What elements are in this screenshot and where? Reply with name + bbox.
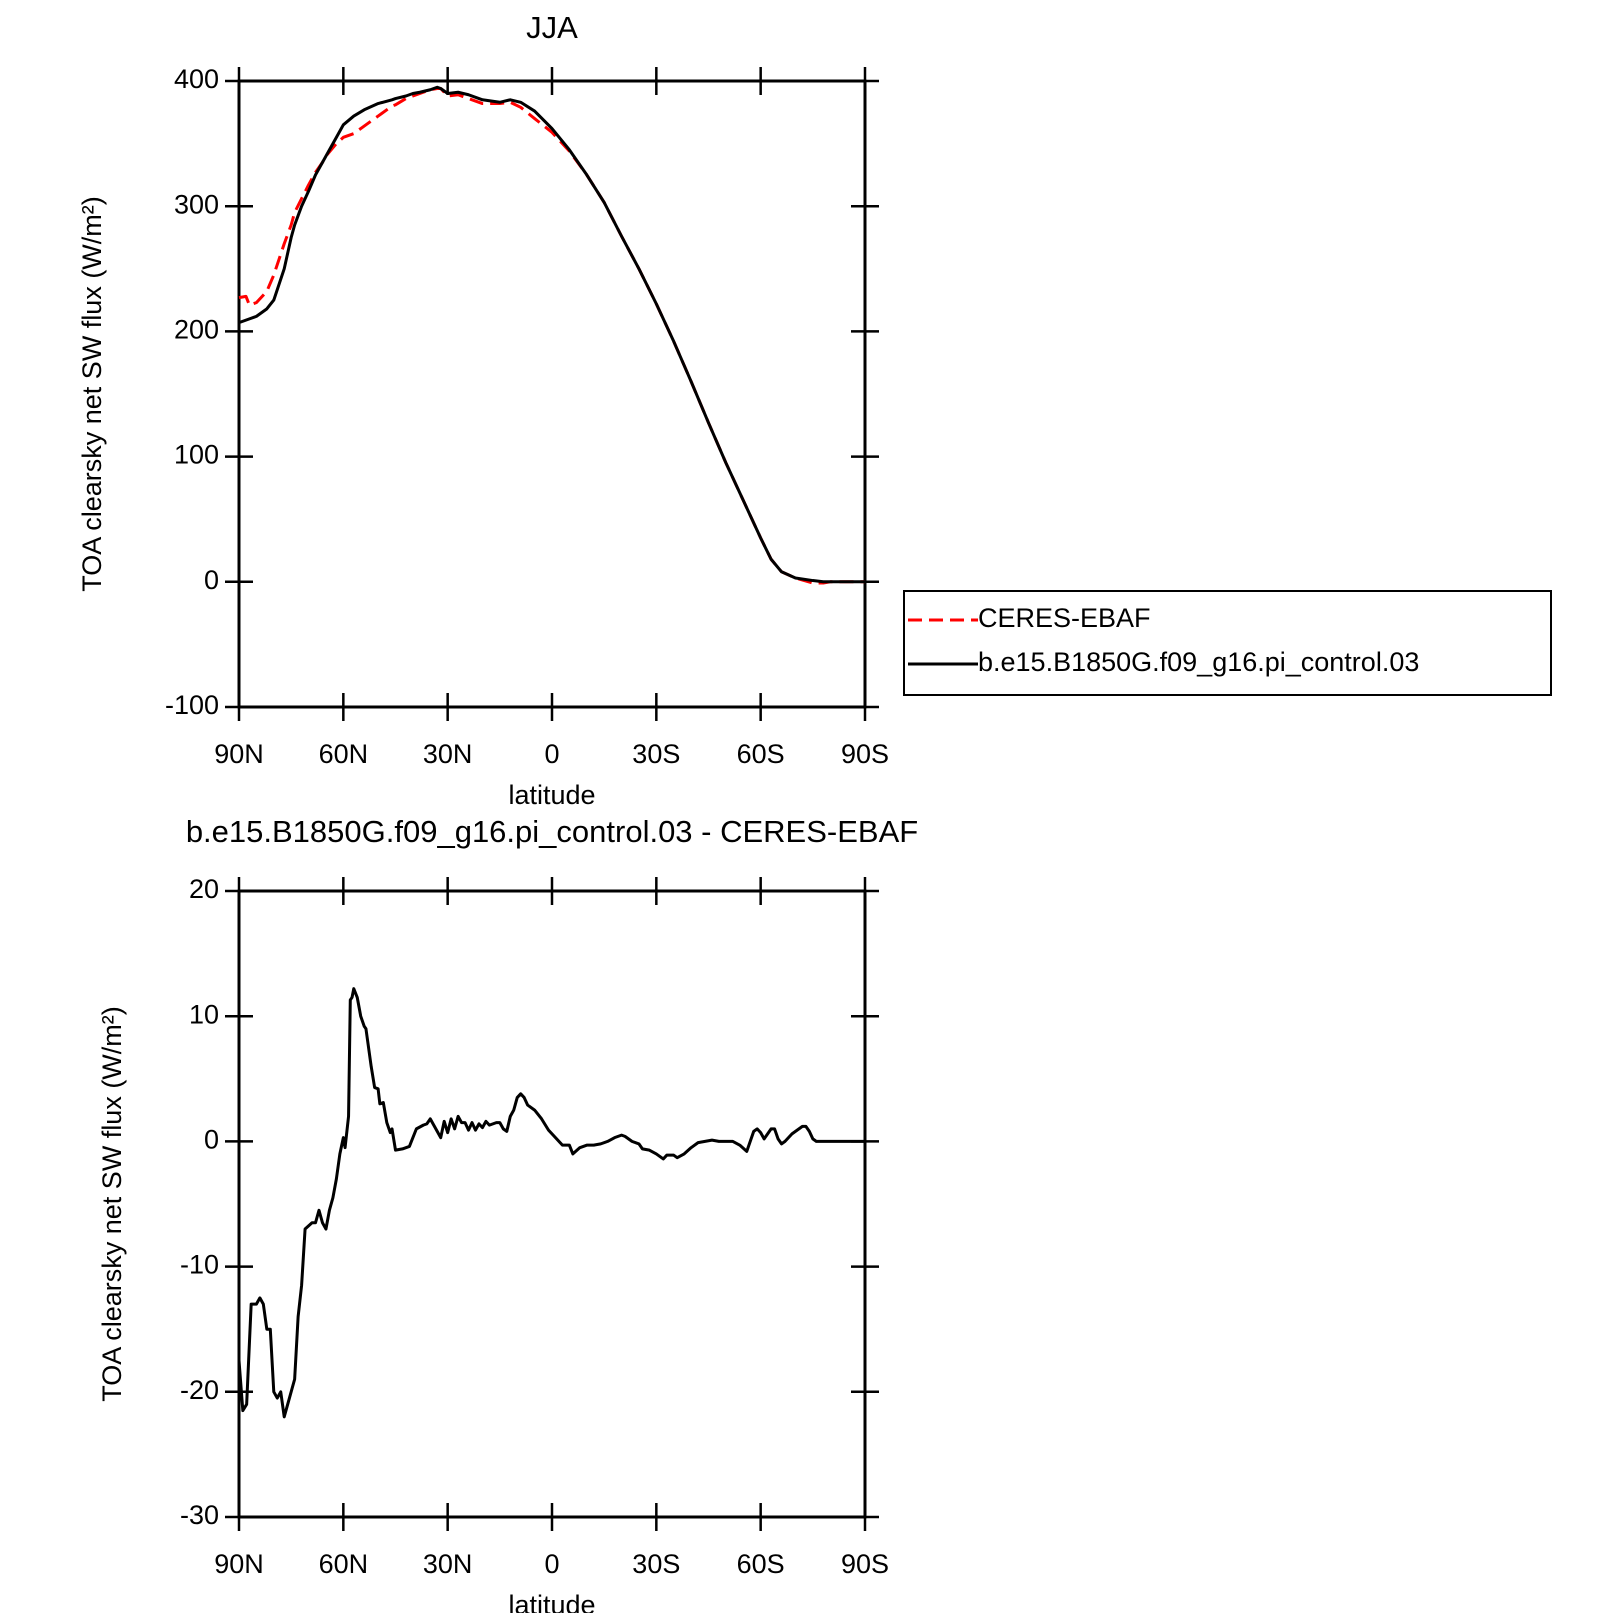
- x-tick-label: 60S: [737, 1549, 785, 1579]
- x-tick-label: 0: [544, 739, 559, 769]
- data-line: [238, 87, 865, 585]
- y-tick-label: -20: [180, 1375, 219, 1405]
- y-tick-label: 0: [204, 1125, 219, 1155]
- x-axis-label: latitude: [508, 780, 595, 810]
- plot-frame: [237, 79, 867, 709]
- x-tick-label: 60S: [737, 739, 785, 769]
- x-tick-label: 30S: [632, 1549, 680, 1579]
- x-tick-label: 60N: [319, 739, 369, 769]
- y-tick-label: 10: [189, 999, 219, 1029]
- legend-label: b.e15.B1850G.f09_g16.pi_control.03: [978, 647, 1419, 677]
- y-tick-label: -100: [165, 690, 219, 720]
- x-tick-label: 90N: [214, 1549, 264, 1579]
- x-tick-label: 0: [544, 1549, 559, 1579]
- y-tick-label: -30: [180, 1500, 219, 1530]
- y-tick-label: 300: [174, 189, 219, 219]
- x-tick-label: 30N: [423, 1549, 473, 1579]
- legend-box: [903, 590, 1552, 696]
- y-tick-label: 20: [189, 874, 219, 904]
- chart-title: JJA: [526, 10, 578, 45]
- y-axis-label: TOA clearsky net SW flux (W/m²): [97, 1006, 127, 1402]
- data-line: [237, 987, 865, 1419]
- y-tick-label: -10: [180, 1250, 219, 1280]
- y-tick-label: 400: [174, 64, 219, 94]
- y-tick-label: 200: [174, 315, 219, 345]
- y-tick-label: 100: [174, 440, 219, 470]
- plot-frame: [237, 889, 867, 1519]
- x-tick-label: 90S: [841, 739, 889, 769]
- legend-label: CERES-EBAF: [978, 603, 1151, 633]
- data-line: [238, 85, 865, 584]
- x-tick-label: 60N: [319, 1549, 369, 1579]
- x-tick-label: 90S: [841, 1549, 889, 1579]
- legend: CERES-EBAF b.e15.B1850G.f09_g16.pi_contro…: [903, 590, 1552, 696]
- x-tick-label: 30S: [632, 739, 680, 769]
- x-tick-label: 90N: [214, 739, 264, 769]
- x-tick-label: 30N: [423, 739, 473, 769]
- y-tick-label: 0: [204, 565, 219, 595]
- chart-title: b.e15.B1850G.f09_g16.pi_control.03 - CER…: [186, 814, 918, 849]
- x-axis-label: latitude: [508, 1590, 595, 1613]
- y-axis-label: TOA clearsky net SW flux (W/m²): [77, 196, 107, 592]
